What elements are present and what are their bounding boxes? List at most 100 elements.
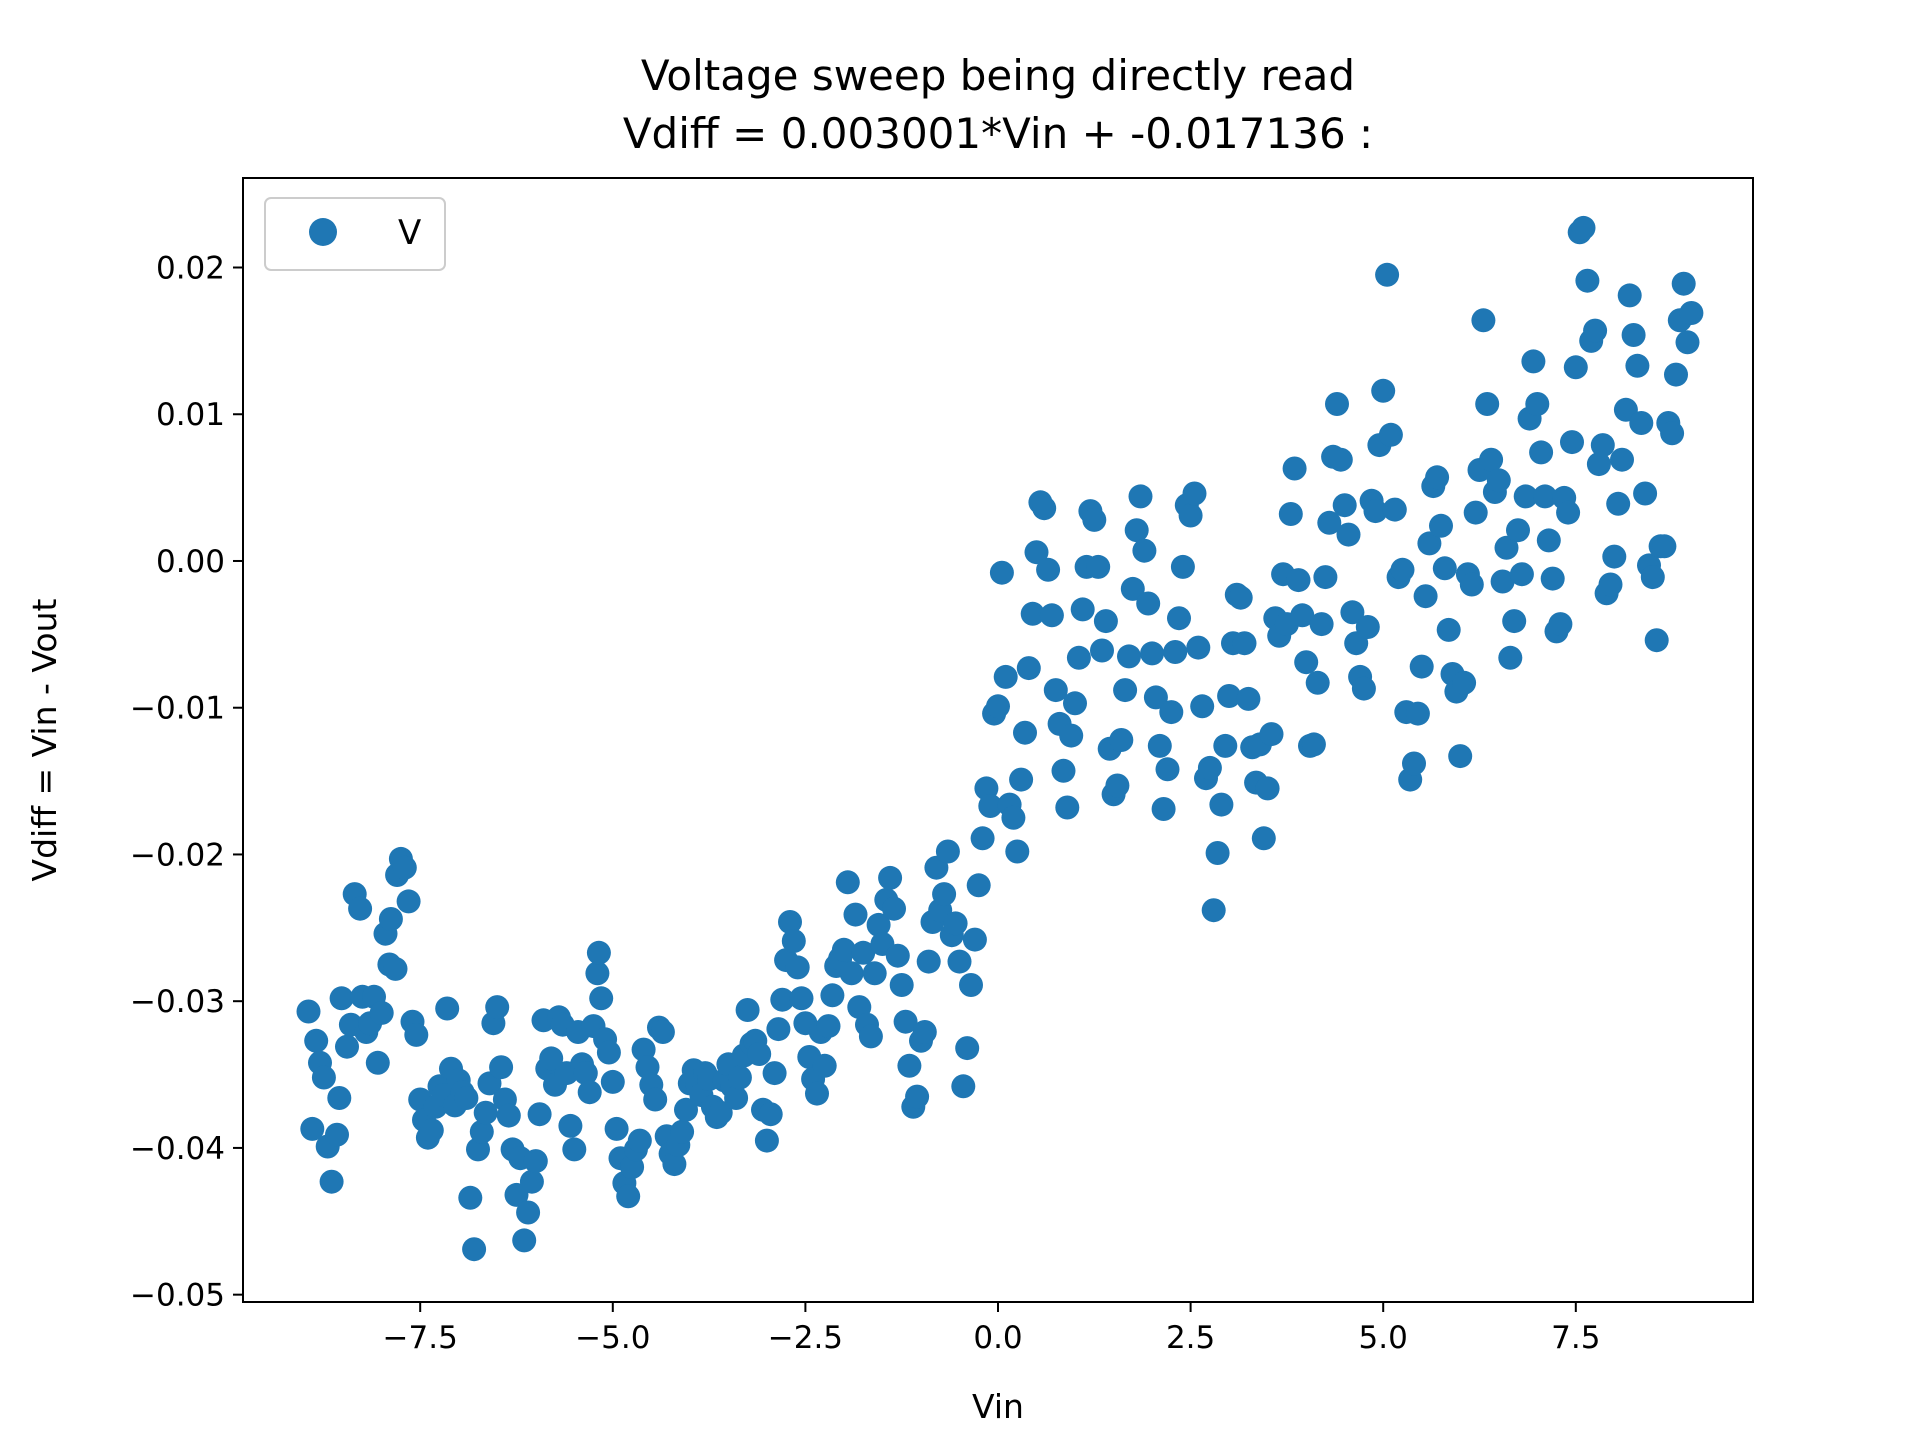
data-point bbox=[1640, 565, 1665, 590]
y-tick-label: −0.01 bbox=[130, 691, 225, 727]
data-point bbox=[1209, 792, 1234, 817]
data-point bbox=[1001, 805, 1026, 830]
data-point bbox=[600, 1069, 625, 1094]
data-point bbox=[1009, 767, 1034, 792]
data-point bbox=[1536, 528, 1561, 553]
data-point bbox=[325, 1122, 349, 1147]
data-point bbox=[735, 998, 760, 1022]
data-point bbox=[993, 664, 1018, 689]
data-point bbox=[1182, 481, 1207, 506]
data-point bbox=[943, 911, 968, 936]
data-point bbox=[1278, 502, 1303, 526]
data-point bbox=[1032, 496, 1057, 521]
data-point bbox=[862, 961, 887, 986]
data-point bbox=[650, 1020, 675, 1044]
data-point bbox=[523, 1149, 548, 1174]
data-point bbox=[329, 986, 354, 1011]
data-point bbox=[951, 1074, 976, 1099]
data-point bbox=[851, 940, 876, 965]
data-point bbox=[1463, 500, 1488, 525]
data-point bbox=[1521, 349, 1546, 374]
data-point bbox=[978, 794, 1003, 818]
legend-label: V bbox=[398, 213, 421, 253]
x-tick-label: 0.0 bbox=[973, 1320, 1022, 1356]
data-point bbox=[1259, 722, 1284, 747]
data-point bbox=[878, 865, 903, 890]
data-point bbox=[1575, 268, 1600, 293]
data-point bbox=[1317, 510, 1342, 535]
data-point bbox=[858, 1024, 883, 1049]
data-point bbox=[1213, 733, 1238, 758]
data-point bbox=[1170, 554, 1195, 579]
data-point bbox=[1498, 645, 1523, 670]
data-point bbox=[1228, 585, 1253, 610]
x-tick-label: 7.5 bbox=[1551, 1320, 1600, 1356]
data-point bbox=[1186, 635, 1211, 660]
data-point bbox=[835, 870, 860, 895]
data-point bbox=[1509, 562, 1534, 587]
data-point bbox=[674, 1097, 698, 1122]
data-point bbox=[311, 1065, 336, 1090]
data-point bbox=[1452, 670, 1477, 695]
data-point bbox=[966, 873, 991, 898]
data-point bbox=[1070, 597, 1095, 622]
data-point bbox=[1671, 271, 1696, 296]
data-point bbox=[893, 1009, 918, 1034]
y-tick-label: 0.02 bbox=[156, 251, 225, 287]
data-point bbox=[1610, 447, 1634, 472]
data-point bbox=[1282, 456, 1307, 481]
y-axis-ticks: −0.05 −0.04 −0.03 −0.02 −0.01 0.00 0.01 0.02 bbox=[130, 251, 243, 1314]
data-point bbox=[770, 987, 795, 1012]
data-point bbox=[573, 1061, 598, 1086]
data-point bbox=[1529, 440, 1554, 465]
data-point bbox=[670, 1119, 695, 1144]
data-point bbox=[1082, 507, 1107, 532]
data-point bbox=[1136, 591, 1161, 616]
data-point bbox=[1059, 723, 1084, 748]
data-point bbox=[959, 973, 983, 997]
data-point bbox=[1606, 491, 1631, 516]
data-point bbox=[586, 940, 611, 965]
data-point bbox=[1563, 355, 1588, 380]
data-point bbox=[604, 1116, 629, 1141]
data-point bbox=[643, 1087, 668, 1112]
data-point bbox=[1132, 538, 1157, 563]
data-point bbox=[932, 882, 957, 907]
data-point bbox=[1652, 534, 1677, 559]
data-point bbox=[1090, 638, 1114, 663]
data-point bbox=[816, 1014, 841, 1039]
data-point bbox=[1429, 513, 1453, 538]
data-point bbox=[396, 889, 421, 914]
legend: V bbox=[264, 197, 446, 271]
data-point bbox=[1583, 318, 1608, 343]
data-point bbox=[1013, 720, 1037, 745]
data-point bbox=[1128, 484, 1153, 509]
data-point bbox=[1201, 898, 1226, 923]
data-point bbox=[1167, 606, 1191, 631]
data-point bbox=[1413, 584, 1438, 609]
data-point bbox=[1251, 826, 1276, 851]
data-point bbox=[369, 1000, 394, 1025]
data-point bbox=[1475, 392, 1500, 416]
data-point bbox=[469, 1119, 494, 1144]
data-point bbox=[304, 1028, 329, 1053]
data-point bbox=[1113, 678, 1138, 703]
data-point bbox=[562, 1137, 587, 1162]
data-point bbox=[1405, 701, 1430, 726]
y-tick-label: 0.01 bbox=[156, 397, 225, 433]
data-point bbox=[496, 1103, 521, 1128]
data-point bbox=[1621, 323, 1646, 347]
data-point bbox=[1425, 465, 1450, 490]
data-point bbox=[1502, 609, 1527, 634]
data-point bbox=[1629, 411, 1654, 435]
data-point bbox=[1286, 568, 1311, 593]
data-point bbox=[1124, 518, 1149, 543]
data-point bbox=[1548, 612, 1573, 637]
data-point bbox=[1178, 503, 1203, 528]
data-point bbox=[462, 1237, 487, 1262]
data-point bbox=[970, 826, 995, 851]
data-point bbox=[1633, 481, 1658, 506]
data-point bbox=[383, 956, 408, 981]
data-point bbox=[820, 983, 845, 1008]
